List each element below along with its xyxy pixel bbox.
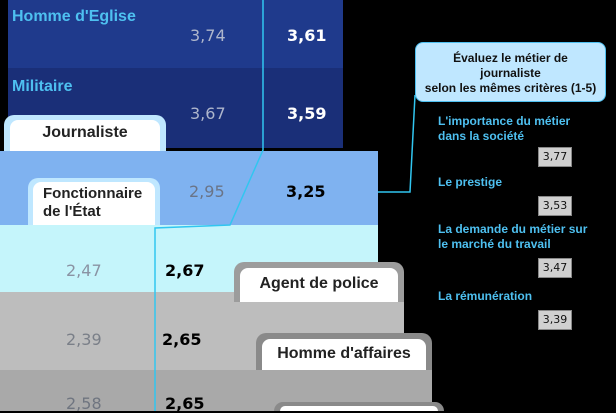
row-value-b-4: 3,25 [286,182,326,201]
row-value-a-7: 2,58 [66,394,102,413]
row-value-a-1: 3,74 [190,26,226,45]
callout-box: Évaluez le métier de journaliste selon l… [415,42,606,102]
connector-line-callout [378,94,416,193]
criterion-4-line1: La rémunération [438,289,533,303]
tab-row-7 [280,406,438,411]
tab-journaliste: Journaliste [10,120,160,151]
criterion-3-line1: La demande du métier sur [438,222,588,236]
tab-fonctionnaire: Fonctionnaire de l'État [33,182,155,225]
callout-line1: Évaluez le métier de journaliste [453,51,568,80]
criterion-label-3: La demande du métier sur le marché du tr… [438,222,613,252]
connector-line-main [154,0,264,411]
criterion-value-3: 3,47 [538,258,572,278]
row-value-a-2: 3,67 [190,104,226,123]
criterion-label-2: Le prestige [438,175,613,190]
tab-fonctionnaire-line1: Fonctionnaire [43,185,143,202]
tab-fonctionnaire-line2: de l'État [43,203,101,220]
criterion-1-line1: L'importance du métier [438,114,571,128]
row-value-a-4: 2,95 [189,182,225,201]
criterion-value-4: 3,39 [538,310,572,330]
tab-agent-police: Agent de police [240,268,398,302]
row-value-a-6: 2,39 [66,330,102,349]
row-value-b-7: 2,65 [165,394,205,413]
row-band-1 [8,0,343,68]
row-label-militaire: Militaire [12,78,73,95]
criterion-label-1: L'importance du métier dans la société [438,114,613,144]
row-label-homme-eglise: Homme d'Eglise [12,8,136,25]
callout-line2: selon les mêmes critères (1-5) [424,81,597,95]
criterion-label-4: La rémunération [438,289,613,304]
criterion-value-1: 3,77 [538,147,572,167]
criterion-3-line2: le marché du travail [438,237,551,251]
tab-homme-affaires: Homme d'affaires [262,339,426,370]
row-value-b-1: 3,61 [287,26,327,45]
row-value-b-5: 2,67 [165,261,205,280]
row-value-b-6: 2,65 [162,330,202,349]
criterion-2-line1: Le prestige [438,175,503,189]
criterion-value-2: 3,53 [538,196,572,216]
row-value-b-2: 3,59 [287,104,327,123]
criterion-1-line2: dans la société [438,129,525,143]
row-value-a-5: 2,47 [66,261,102,280]
